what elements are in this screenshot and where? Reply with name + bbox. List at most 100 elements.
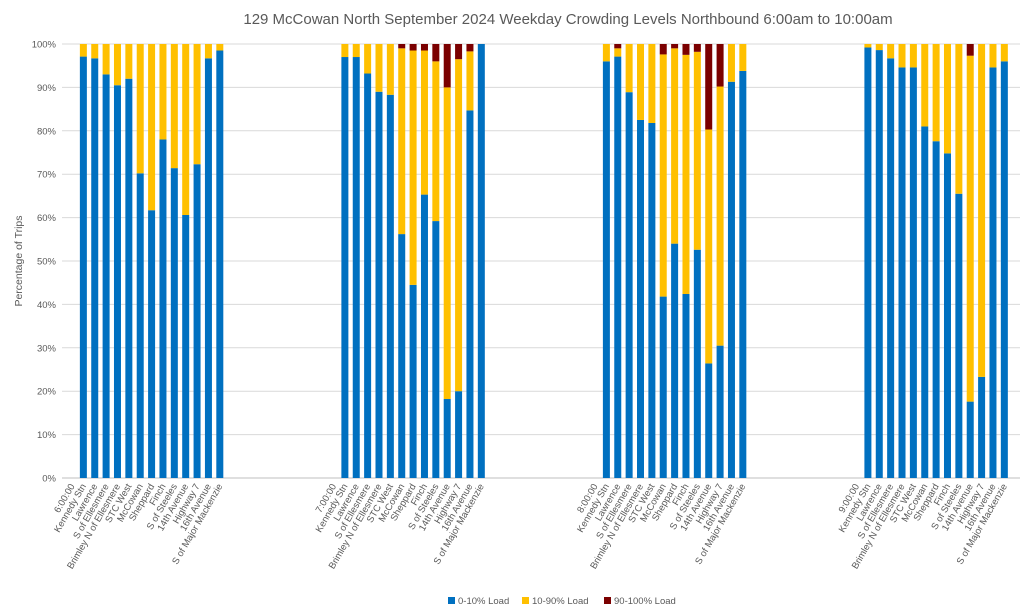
- bar-10-90-load: [637, 44, 644, 120]
- bar-10-90-load: [693, 51, 701, 250]
- bar-10-90-load: [716, 86, 724, 346]
- bar-10-90-load: [932, 44, 940, 142]
- bar-0-10-load: [159, 139, 167, 479]
- y-tick-label: 20%: [37, 387, 57, 398]
- bar-10-90-load: [204, 44, 212, 59]
- bar-10-90-load: [659, 54, 667, 297]
- bar-10-90-load: [352, 44, 360, 58]
- bar-0-10-load: [102, 74, 110, 478]
- bar-10-90-load: [136, 44, 144, 174]
- bar-0-10-load: [864, 47, 872, 479]
- bar-0-10-load: [125, 78, 133, 478]
- y-tick-label: 50%: [37, 257, 57, 268]
- bar-10-90-load: [648, 44, 656, 123]
- bar-10-90-load: [432, 61, 440, 222]
- bar-10-90-load: [671, 48, 679, 244]
- y-tick-label: 90%: [37, 83, 57, 94]
- bar-90-100-load: [466, 44, 474, 52]
- bar-0-10-load: [216, 50, 224, 478]
- bar-90-100-load: [705, 44, 713, 130]
- y-tick-label: 60%: [37, 213, 57, 224]
- bar-10-90-load: [614, 48, 622, 57]
- bar-0-10-load: [79, 56, 87, 478]
- bar-0-10-load: [614, 56, 622, 478]
- bar-0-10-load: [182, 214, 190, 478]
- bar-0-10-load: [443, 399, 451, 478]
- bar-0-10-load: [978, 376, 986, 478]
- bar-10-90-load: [887, 44, 895, 59]
- bar-0-10-load: [693, 249, 701, 478]
- bar-0-10-load: [352, 57, 360, 479]
- bar-0-10-load: [671, 243, 679, 478]
- bar-0-10-load: [341, 57, 349, 479]
- bar-0-10-load: [932, 141, 940, 478]
- bar-90-100-load: [966, 44, 974, 56]
- bar-10-90-load: [386, 44, 394, 95]
- bar-10-90-load: [91, 44, 99, 59]
- bar-0-10-load: [193, 164, 201, 478]
- bar-90-100-load: [682, 44, 690, 55]
- bar-10-90-load: [625, 44, 633, 93]
- bar-10-90-load: [398, 48, 406, 235]
- bar-0-10-load: [602, 61, 610, 479]
- y-tick-label: 40%: [37, 300, 57, 311]
- bar-0-10-load: [432, 221, 440, 478]
- bar-90-100-load: [443, 44, 451, 88]
- bar-10-90-load: [455, 59, 463, 392]
- bar-10-90-load: [602, 44, 610, 62]
- bar-0-10-load: [136, 173, 144, 478]
- legend-label: 0-10% Load: [458, 596, 509, 607]
- bar-90-100-load: [432, 44, 440, 62]
- bar-10-90-load: [943, 44, 951, 154]
- bars: [79, 44, 1008, 479]
- bar-90-100-load: [716, 44, 724, 87]
- bar-90-100-load: [693, 44, 701, 52]
- bar-10-90-load: [705, 129, 713, 364]
- y-tick-label: 70%: [37, 170, 57, 181]
- bar-10-90-load: [955, 44, 963, 194]
- bar-10-90-load: [364, 44, 372, 74]
- legend-label: 90-100% Load: [614, 596, 676, 607]
- bar-90-100-load: [671, 44, 679, 49]
- bar-10-90-load: [875, 44, 883, 51]
- bar-10-90-load: [864, 44, 872, 48]
- bar-0-10-load: [625, 92, 633, 478]
- bar-0-10-load: [1000, 61, 1008, 479]
- bar-0-10-load: [386, 94, 394, 478]
- bar-0-10-load: [955, 193, 963, 479]
- bar-0-10-load: [648, 122, 656, 478]
- bar-0-10-load: [409, 284, 417, 478]
- bar-10-90-load: [966, 55, 974, 402]
- legend-swatch: [522, 597, 529, 604]
- bar-10-90-load: [682, 54, 690, 294]
- bar-0-10-load: [455, 391, 463, 478]
- bar-0-10-load: [682, 293, 690, 478]
- bar-0-10-load: [739, 70, 747, 479]
- y-tick-labels: 0% 10% 20% 30% 40% 50% 60% 70% 80% 90% 100%: [32, 40, 57, 485]
- bar-0-10-load: [170, 168, 178, 478]
- bar-10-90-load: [978, 44, 986, 377]
- legend-label: 10-90% Load: [532, 596, 589, 607]
- y-axis-label: Percentage of Trips: [13, 215, 25, 306]
- bar-90-100-load: [398, 44, 406, 49]
- bar-90-100-load: [659, 44, 667, 55]
- bar-10-90-load: [1000, 44, 1008, 62]
- bar-10-90-load: [102, 44, 110, 75]
- legend-swatch: [604, 597, 611, 604]
- bar-90-100-load: [614, 44, 622, 49]
- bar-0-10-load: [204, 58, 212, 479]
- y-tick-label: 0%: [42, 474, 56, 485]
- bar-0-10-load: [398, 234, 406, 478]
- bar-0-10-load: [909, 67, 917, 478]
- bar-0-10-load: [716, 345, 724, 478]
- bar-10-90-load: [375, 44, 383, 92]
- bar-0-10-load: [875, 50, 883, 479]
- bar-0-10-load: [705, 363, 713, 478]
- legend-swatch: [448, 597, 455, 604]
- legend: 0-10% Load 10-90% Load 90-100% Load: [448, 596, 676, 607]
- bar-10-90-load: [989, 44, 997, 68]
- bar-90-100-load: [455, 44, 463, 60]
- bar-10-90-load: [113, 44, 121, 86]
